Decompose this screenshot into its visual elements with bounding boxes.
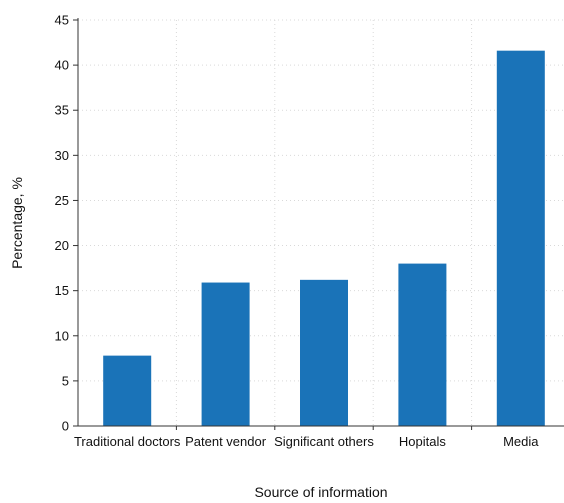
x-tick-label: Significant others xyxy=(274,434,374,449)
bar-patent-vendor xyxy=(201,282,250,426)
y-tick-label: 0 xyxy=(62,419,69,434)
y-tick-label: 15 xyxy=(55,283,69,298)
x-tick-label: Hopitals xyxy=(399,434,446,449)
x-tick-label: Traditional doctors xyxy=(74,434,181,449)
x-axis-ticks: Traditional doctors Patent vendor Signific… xyxy=(74,426,539,449)
y-tick-label: 5 xyxy=(62,373,69,388)
y-axis-title: Percentage, % xyxy=(9,177,25,269)
y-tick-label: 25 xyxy=(55,193,69,208)
bar-hopitals xyxy=(398,263,447,426)
y-axis-ticks: 0 5 10 15 20 25 30 35 40 45 xyxy=(55,13,78,434)
y-tick-label: 20 xyxy=(55,238,69,253)
y-tick-label: 10 xyxy=(55,328,69,343)
bar-traditional-doctors xyxy=(103,355,152,426)
y-tick-label: 40 xyxy=(55,58,69,73)
y-tick-label: 30 xyxy=(55,148,69,163)
y-tick-label: 35 xyxy=(55,103,69,118)
x-axis-title: Source of information xyxy=(254,484,387,500)
bars xyxy=(103,50,545,426)
x-tick-label: Media xyxy=(503,434,539,449)
bar-media xyxy=(496,50,545,426)
axes xyxy=(77,18,564,427)
grid-lines xyxy=(78,19,564,426)
bar-significant-others xyxy=(300,279,348,426)
x-tick-label: Patent vendor xyxy=(185,434,267,449)
y-tick-label: 45 xyxy=(55,13,69,28)
